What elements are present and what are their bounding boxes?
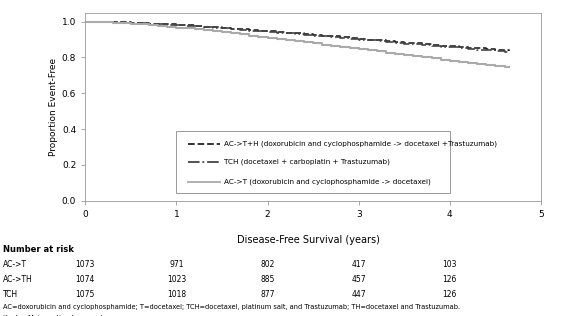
Text: 126: 126	[443, 290, 457, 299]
Text: AC->TH: AC->TH	[3, 275, 33, 284]
Text: 126: 126	[443, 275, 457, 284]
Text: 802: 802	[260, 260, 275, 269]
Y-axis label: Proportion Event-Free: Proportion Event-Free	[49, 58, 58, 156]
Text: AC->T+H (doxorubicin and cyclophosphamide -> docetaxel +Trastuzumab): AC->T+H (doxorubicin and cyclophosphamid…	[224, 140, 497, 147]
Text: 417: 417	[352, 260, 366, 269]
Text: AC->T: AC->T	[3, 260, 27, 269]
Text: 1023: 1023	[167, 275, 186, 284]
Text: 1075: 1075	[76, 290, 95, 299]
Text: 1074: 1074	[76, 275, 95, 284]
Text: 457: 457	[352, 275, 366, 284]
Text: AC->T (doxorubicin and cyclophosphamide -> docetaxel): AC->T (doxorubicin and cyclophosphamide …	[224, 179, 431, 185]
Text: 877: 877	[260, 290, 275, 299]
Text: Kaplan-Meier estimates are shown.: Kaplan-Meier estimates are shown.	[3, 315, 121, 316]
Text: TCH: TCH	[3, 290, 18, 299]
Text: 971: 971	[169, 260, 183, 269]
Text: 1073: 1073	[76, 260, 95, 269]
Text: 103: 103	[443, 260, 457, 269]
Text: Disease-Free Survival (years): Disease-Free Survival (years)	[238, 235, 380, 246]
Text: AC=doxorubicin and cyclophosphamide; T=docetaxel; TCH=docetaxel, platinum salt, : AC=doxorubicin and cyclophosphamide; T=d…	[3, 304, 460, 310]
Text: TCH (docetaxel + carboplatin + Trastuzumab): TCH (docetaxel + carboplatin + Trastuzum…	[224, 159, 390, 165]
Text: 885: 885	[260, 275, 275, 284]
Text: Number at risk: Number at risk	[3, 245, 74, 254]
FancyBboxPatch shape	[176, 131, 450, 193]
Text: 1018: 1018	[167, 290, 186, 299]
Text: 447: 447	[352, 290, 366, 299]
